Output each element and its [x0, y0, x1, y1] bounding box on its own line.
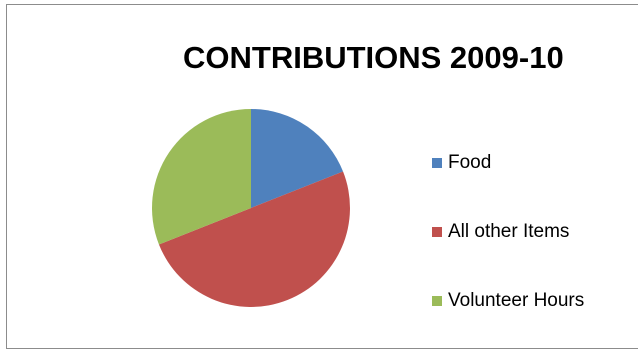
legend-item-food: Food [432, 152, 491, 174]
legend-swatch-all-other-items [432, 227, 442, 237]
chart-title: CONTRIBUTIONS 2009-10 [183, 40, 564, 75]
pie-slice-all-other-items [158, 171, 350, 307]
legend-label-food: Food [448, 152, 492, 173]
legend-item-volunteer-hours: Volunteer Hours [432, 290, 584, 312]
pie-chart [151, 109, 350, 307]
legend-swatch-food [432, 158, 442, 168]
pie-slice-food [251, 109, 344, 208]
legend-label-volunteer-hours: Volunteer Hours [448, 290, 585, 311]
legend-item-all-other-items: All other Items [432, 221, 569, 243]
legend-swatch-volunteer-hours [432, 296, 442, 306]
pie-slice-volunteer-hours [151, 109, 251, 245]
legend-label-all-other-items: All other Items [448, 221, 570, 242]
